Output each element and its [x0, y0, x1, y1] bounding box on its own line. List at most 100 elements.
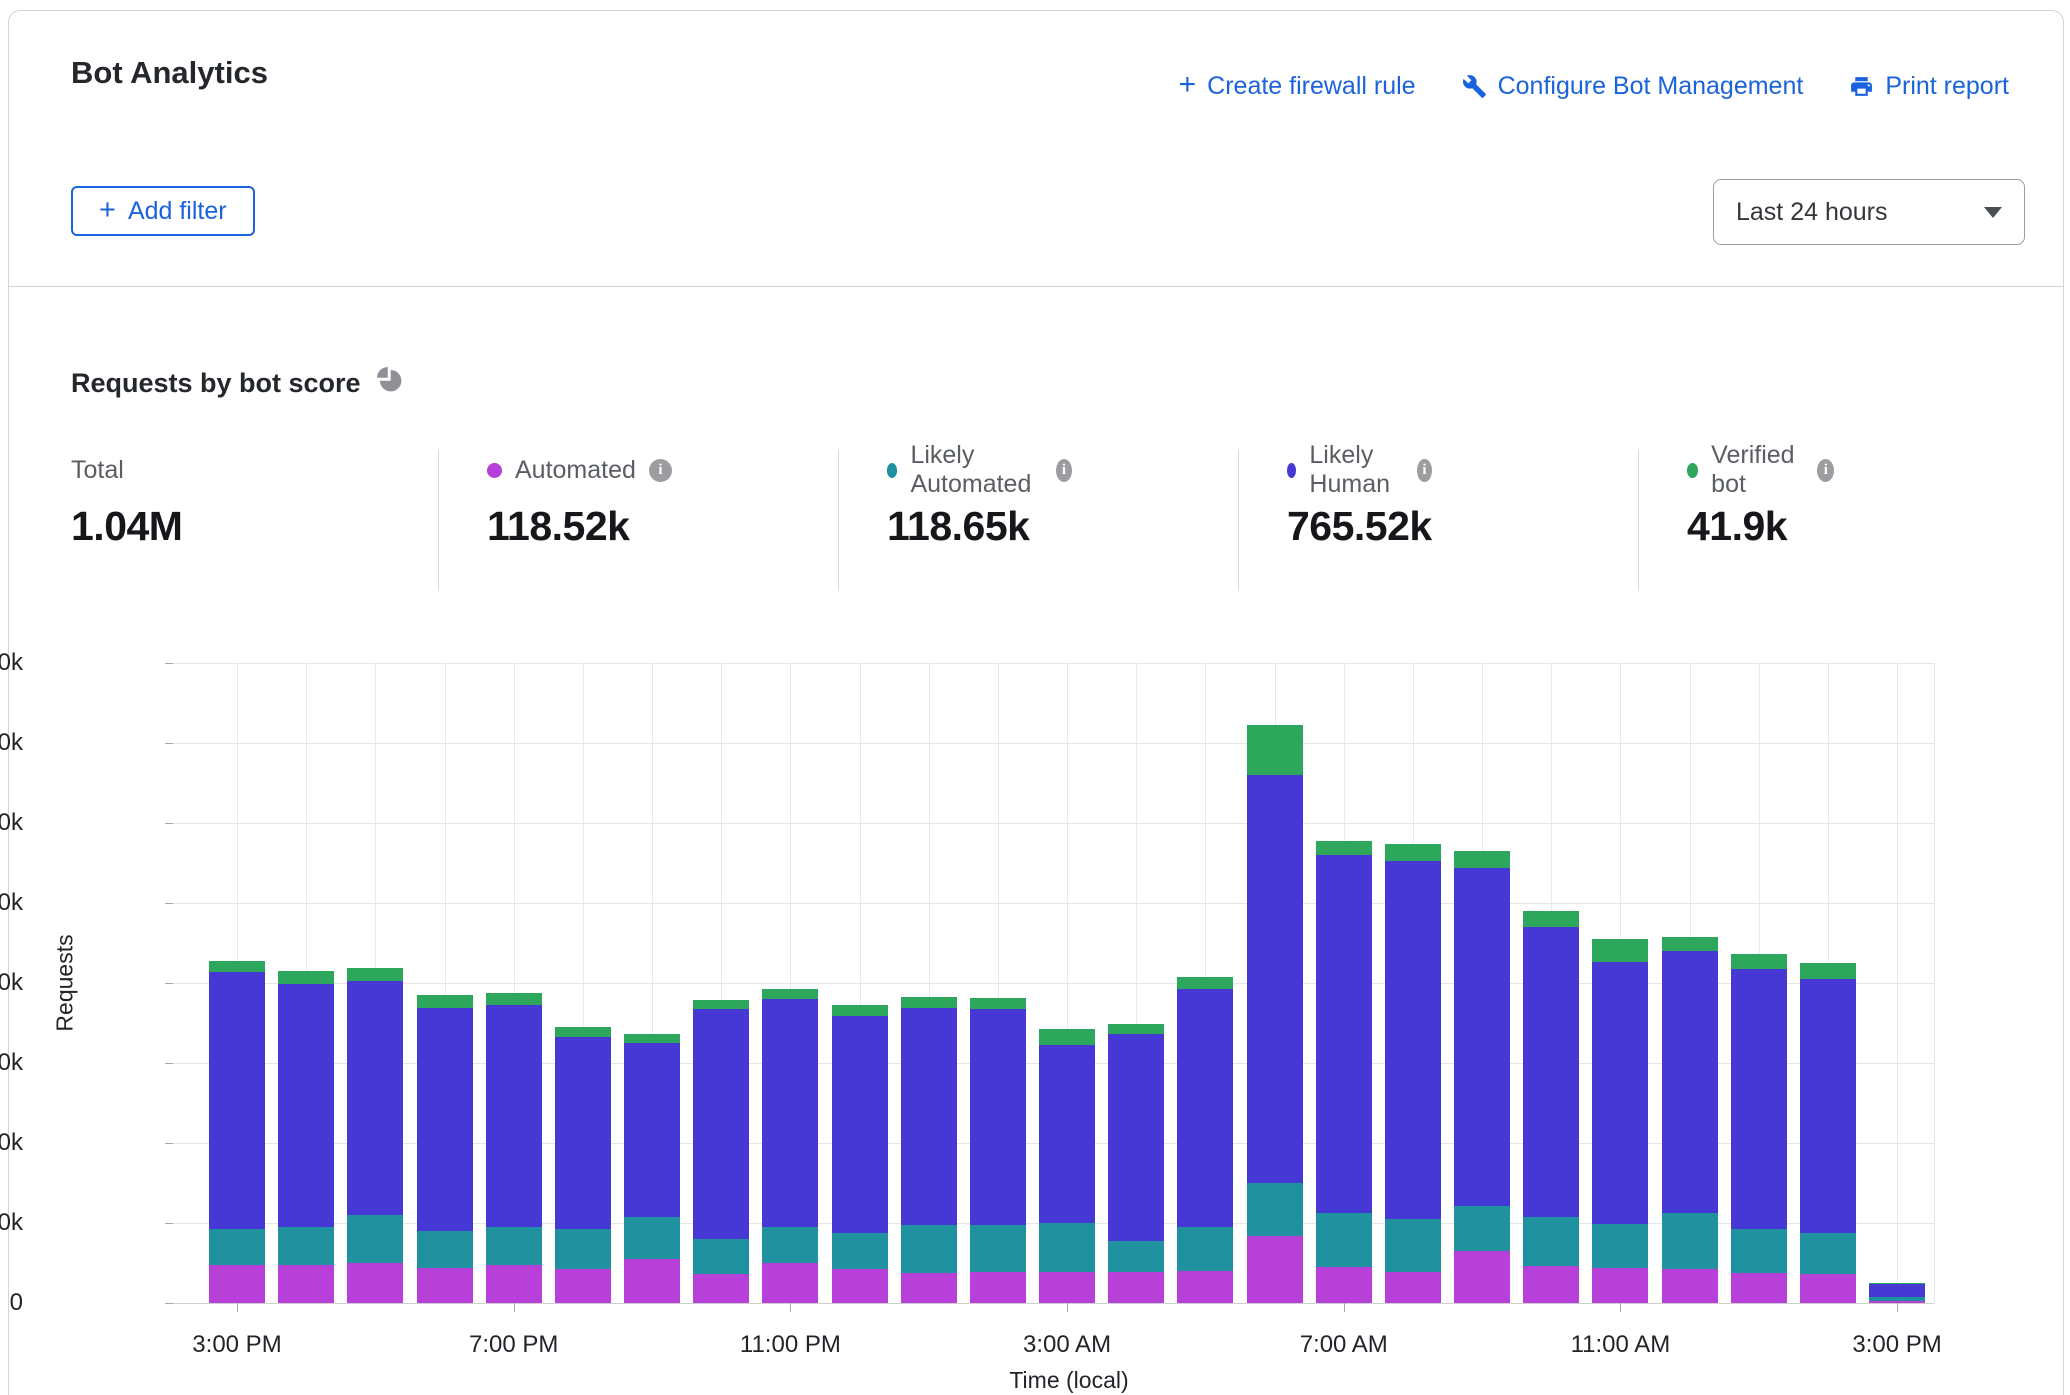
configure-bot-management-link[interactable]: Configure Bot Management — [1462, 72, 1804, 101]
bar-segment-automated[interactable] — [1800, 1274, 1856, 1303]
bar-segment-likely-human[interactable] — [762, 999, 818, 1227]
bar-segment-likely-human[interactable] — [209, 972, 265, 1230]
bar-segment-likely-automated[interactable] — [832, 1233, 888, 1269]
bar-segment-automated[interactable] — [1523, 1266, 1579, 1303]
bar-segment-likely-automated[interactable] — [1592, 1224, 1648, 1268]
bar-segment-verified-bot[interactable] — [1592, 939, 1648, 962]
bar-segment-likely-automated[interactable] — [1039, 1223, 1095, 1272]
bar-segment-likely-automated[interactable] — [1869, 1297, 1925, 1300]
bar-segment-likely-human[interactable] — [693, 1009, 749, 1239]
bar-segment-verified-bot[interactable] — [417, 995, 473, 1008]
bar-segment-verified-bot[interactable] — [555, 1027, 611, 1037]
bar-segment-verified-bot[interactable] — [278, 971, 334, 984]
bar-segment-likely-human[interactable] — [624, 1043, 680, 1217]
bar-segment-likely-human[interactable] — [486, 1005, 542, 1227]
bar-segment-verified-bot[interactable] — [1523, 911, 1579, 927]
info-icon[interactable]: i — [1056, 459, 1072, 482]
bar-segment-likely-human[interactable] — [1385, 861, 1441, 1219]
bar-segment-likely-human[interactable] — [1800, 979, 1856, 1233]
bar-segment-verified-bot[interactable] — [832, 1005, 888, 1016]
bar-segment-verified-bot[interactable] — [1385, 844, 1441, 861]
bar-segment-automated[interactable] — [1316, 1267, 1372, 1303]
bar-segment-likely-human[interactable] — [901, 1008, 957, 1225]
bar-segment-likely-human[interactable] — [1592, 962, 1648, 1224]
bar-segment-verified-bot[interactable] — [762, 989, 818, 999]
bar-segment-likely-human[interactable] — [1731, 969, 1787, 1229]
bar-segment-automated[interactable] — [209, 1265, 265, 1303]
bar-segment-likely-human[interactable] — [832, 1016, 888, 1233]
bar-segment-verified-bot[interactable] — [1662, 937, 1718, 951]
bar-segment-verified-bot[interactable] — [970, 998, 1026, 1008]
bar-segment-verified-bot[interactable] — [1039, 1029, 1095, 1044]
bar-segment-likely-human[interactable] — [1454, 868, 1510, 1206]
create-firewall-rule-link[interactable]: + Create firewall rule — [1179, 71, 1416, 101]
bar-segment-automated[interactable] — [1247, 1236, 1303, 1303]
bar-segment-likely-human[interactable] — [1316, 855, 1372, 1213]
bar-segment-verified-bot[interactable] — [693, 1000, 749, 1010]
bar-segment-likely-automated[interactable] — [1800, 1233, 1856, 1275]
bar-segment-verified-bot[interactable] — [347, 968, 403, 982]
bar-segment-likely-human[interactable] — [347, 981, 403, 1215]
bar-segment-likely-automated[interactable] — [1731, 1229, 1787, 1273]
bar-segment-likely-human[interactable] — [1523, 927, 1579, 1217]
bar-segment-likely-human[interactable] — [970, 1009, 1026, 1226]
bar-segment-likely-automated[interactable] — [762, 1227, 818, 1263]
time-range-select[interactable]: Last 24 hours — [1713, 179, 2025, 245]
bar-segment-verified-bot[interactable] — [624, 1034, 680, 1043]
bar-segment-verified-bot[interactable] — [1108, 1024, 1164, 1034]
bar-segment-likely-automated[interactable] — [1385, 1219, 1441, 1272]
bar-segment-likely-automated[interactable] — [1454, 1206, 1510, 1251]
bar-segment-verified-bot[interactable] — [1869, 1283, 1925, 1284]
info-icon[interactable]: i — [1417, 459, 1431, 482]
bar-segment-likely-human[interactable] — [1177, 989, 1233, 1227]
bar-segment-likely-human[interactable] — [555, 1037, 611, 1230]
bar-segment-automated[interactable] — [624, 1259, 680, 1303]
bar-segment-verified-bot[interactable] — [1731, 954, 1787, 969]
bar-segment-likely-automated[interactable] — [1247, 1183, 1303, 1236]
bar-segment-likely-human[interactable] — [1662, 951, 1718, 1213]
bar-segment-likely-human[interactable] — [417, 1008, 473, 1231]
bar-segment-likely-automated[interactable] — [486, 1227, 542, 1265]
bar-segment-automated[interactable] — [1385, 1272, 1441, 1303]
bar-segment-automated[interactable] — [832, 1269, 888, 1303]
bar-segment-automated[interactable] — [347, 1263, 403, 1303]
bar-segment-likely-automated[interactable] — [970, 1225, 1026, 1271]
bar-segment-likely-human[interactable] — [1869, 1284, 1925, 1298]
bar-segment-likely-automated[interactable] — [1662, 1213, 1718, 1269]
bar-segment-verified-bot[interactable] — [486, 993, 542, 1005]
bar-segment-likely-automated[interactable] — [624, 1217, 680, 1259]
bar-segment-verified-bot[interactable] — [1177, 977, 1233, 988]
bar-segment-automated[interactable] — [1039, 1272, 1095, 1303]
bar-segment-likely-human[interactable] — [278, 984, 334, 1227]
bar-segment-automated[interactable] — [1177, 1271, 1233, 1303]
bar-segment-likely-human[interactable] — [1247, 775, 1303, 1183]
bar-segment-automated[interactable] — [486, 1265, 542, 1303]
bar-segment-verified-bot[interactable] — [1247, 725, 1303, 775]
bar-segment-likely-automated[interactable] — [1108, 1241, 1164, 1272]
bar-segment-likely-automated[interactable] — [693, 1239, 749, 1274]
bar-segment-verified-bot[interactable] — [901, 997, 957, 1007]
bar-segment-automated[interactable] — [278, 1265, 334, 1303]
bar-segment-likely-automated[interactable] — [209, 1229, 265, 1265]
bar-segment-automated[interactable] — [1454, 1251, 1510, 1303]
bar-segment-likely-automated[interactable] — [417, 1231, 473, 1268]
bar-segment-automated[interactable] — [417, 1268, 473, 1303]
bar-segment-automated[interactable] — [901, 1273, 957, 1303]
bar-segment-automated[interactable] — [555, 1269, 611, 1303]
bar-segment-likely-automated[interactable] — [1177, 1227, 1233, 1271]
bar-segment-likely-human[interactable] — [1108, 1034, 1164, 1241]
bar-segment-likely-human[interactable] — [1039, 1045, 1095, 1223]
bar-segment-likely-automated[interactable] — [1316, 1213, 1372, 1267]
bar-segment-automated[interactable] — [1662, 1269, 1718, 1303]
bar-segment-verified-bot[interactable] — [1454, 851, 1510, 868]
info-icon[interactable]: i — [1817, 459, 1834, 482]
bar-segment-automated[interactable] — [693, 1274, 749, 1303]
bar-segment-likely-automated[interactable] — [278, 1227, 334, 1265]
bar-segment-likely-automated[interactable] — [555, 1229, 611, 1268]
bar-segment-verified-bot[interactable] — [1316, 841, 1372, 855]
bar-segment-automated[interactable] — [970, 1272, 1026, 1303]
bar-segment-automated[interactable] — [1108, 1272, 1164, 1303]
bar-segment-automated[interactable] — [1731, 1273, 1787, 1303]
bar-segment-likely-automated[interactable] — [347, 1215, 403, 1263]
bar-segment-automated[interactable] — [1592, 1268, 1648, 1303]
